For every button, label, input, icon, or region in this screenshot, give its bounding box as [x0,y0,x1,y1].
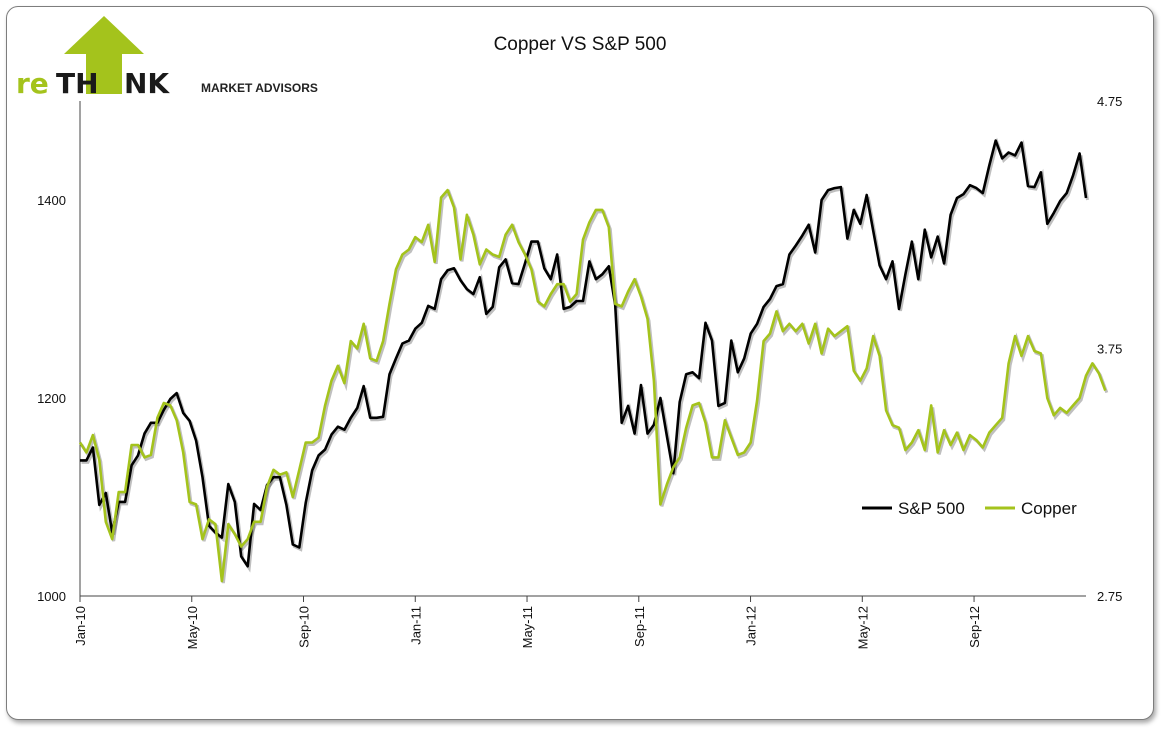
copper-line [78,188,1107,583]
sp500-line [80,139,1088,568]
x-axis-ticks: Jan-10 May-10 Sep-10 Jan-11 May-11 Sep-11 Jan-… [73,596,982,649]
right-axis-ticks: 2.75 3.75 4.75 [1097,94,1122,604]
left-axis-ticks: 1000 1200 1400 [37,193,66,604]
logo-subtitle: MARKET ADVISORS [201,81,318,95]
legend: S&P 500 Copper [862,499,1077,518]
series-lines [78,137,1109,584]
x-tick-label: Sep-11 [632,606,647,647]
logo-th: TH [56,67,99,100]
logo: re TH NK MARKET ADVISORS [16,16,318,100]
logo-nk: NK [124,67,170,100]
x-tick-label: May-10 [185,606,200,649]
logo-re: re [16,67,49,100]
axes [79,101,1086,597]
y-left-tick-label: 1000 [37,589,66,604]
x-tick-label: Sep-10 [297,606,312,648]
y-left-tick-label: 1200 [37,391,66,406]
x-tick-label: May-11 [520,606,535,648]
x-tick-label: May-12 [855,606,870,649]
y-right-tick-label: 2.75 [1097,589,1122,604]
series-shadow-1 [80,189,1109,584]
logo-arrow [64,16,144,94]
chart-frame [6,6,1154,720]
legend-label-sp500: S&P 500 [898,499,965,518]
x-tick-label: Sep-12 [967,606,982,648]
y-left-tick-label: 1400 [37,193,66,208]
logo-arrow-stem [96,70,116,93]
series-shadow-0 [81,137,1089,573]
x-tick-label: Jan-11 [408,606,423,645]
legend-label-copper: Copper [1021,499,1077,518]
x-tick-label: Jan-12 [744,606,759,646]
y-right-tick-label: 3.75 [1097,342,1122,357]
chart-title: Copper VS S&P 500 [494,34,667,55]
x-tick-label: Jan-10 [73,606,88,646]
y-right-tick-label: 4.75 [1097,94,1122,109]
